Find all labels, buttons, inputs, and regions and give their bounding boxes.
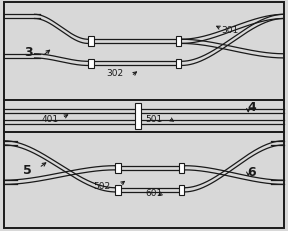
Text: 401: 401: [42, 115, 59, 123]
Bar: [176, 37, 181, 47]
Text: 502: 502: [94, 182, 111, 190]
Bar: [176, 59, 181, 69]
Bar: [179, 163, 184, 173]
Text: 4: 4: [248, 101, 256, 114]
Bar: [115, 163, 121, 173]
Text: 501: 501: [145, 115, 163, 123]
Bar: [179, 185, 184, 195]
Bar: [115, 185, 121, 195]
Bar: [135, 104, 141, 129]
Text: 3: 3: [24, 46, 33, 58]
Bar: [88, 37, 94, 47]
Text: 6: 6: [248, 166, 256, 179]
Text: 301: 301: [222, 26, 239, 34]
Text: 302: 302: [107, 68, 124, 77]
Text: 5: 5: [23, 163, 32, 176]
Bar: [88, 59, 94, 69]
Text: 601: 601: [145, 188, 163, 197]
